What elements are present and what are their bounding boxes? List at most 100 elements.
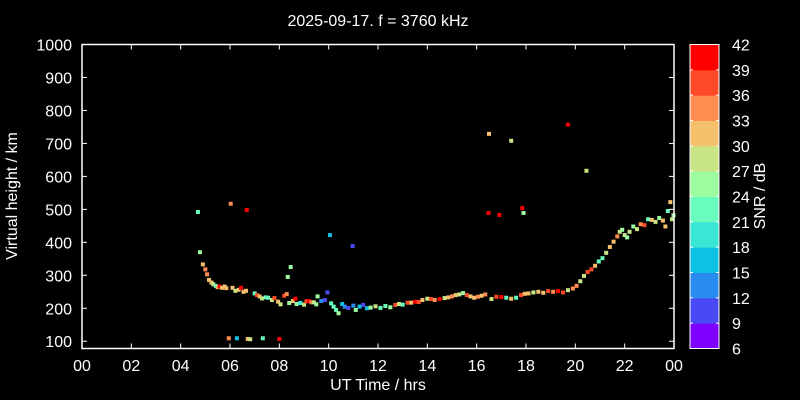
data-point — [224, 286, 229, 291]
data-point — [464, 293, 469, 298]
data-point — [284, 292, 289, 297]
data-point — [570, 286, 575, 291]
data-point — [611, 239, 616, 244]
data-point — [228, 201, 233, 206]
x-tick-label: 20 — [566, 358, 584, 375]
data-point — [400, 302, 405, 307]
x-tick-label: 00 — [665, 358, 683, 375]
x-tick-label: 18 — [517, 358, 535, 375]
data-point — [649, 217, 654, 222]
data-points — [195, 122, 676, 342]
data-point — [373, 304, 378, 309]
data-point — [509, 296, 514, 301]
colorbar-tick-label: 27 — [732, 164, 750, 181]
data-point — [211, 282, 216, 287]
data-point — [311, 300, 316, 305]
data-point — [357, 304, 362, 309]
colorbar-tick-label: 36 — [732, 88, 750, 105]
data-point — [207, 277, 212, 282]
data-point — [282, 293, 287, 298]
y-axis-label: Virtual height / km — [4, 132, 21, 260]
y-tick-label: 300 — [45, 268, 72, 285]
data-point — [234, 336, 239, 341]
data-point — [409, 300, 414, 305]
colorbar-tick-label: 30 — [732, 139, 750, 156]
data-point — [574, 283, 579, 288]
data-point — [565, 122, 570, 127]
plot-frame — [81, 43, 675, 350]
data-point — [653, 219, 658, 224]
data-point — [604, 250, 609, 255]
data-point — [429, 297, 434, 302]
colorbar-swatch — [690, 196, 719, 223]
x-tick-label: 04 — [172, 358, 190, 375]
data-point — [278, 302, 283, 307]
data-point — [486, 210, 491, 215]
data-point — [302, 302, 306, 307]
colorbar-swatch — [690, 272, 719, 299]
data-point — [551, 289, 556, 294]
data-point — [205, 272, 210, 277]
data-point — [472, 295, 477, 300]
data-point — [536, 289, 541, 294]
data-point — [331, 304, 336, 309]
data-point — [420, 298, 425, 303]
data-point — [546, 289, 551, 294]
data-point — [487, 131, 491, 136]
colorbar-tick-label: 21 — [732, 215, 750, 232]
data-point — [479, 293, 484, 298]
data-point — [200, 262, 205, 267]
data-point — [635, 227, 639, 232]
colorbar-swatch — [690, 221, 719, 248]
data-point — [197, 250, 202, 255]
data-point — [531, 290, 536, 295]
data-point — [248, 337, 253, 342]
colorbar-swatch — [690, 95, 719, 121]
y-tick-label: 800 — [45, 103, 72, 120]
colorbar-swatch — [690, 120, 719, 147]
data-point — [615, 234, 620, 239]
data-point — [475, 294, 480, 299]
data-point — [252, 291, 257, 296]
data-point — [509, 138, 514, 143]
x-axis-ticks: 00 02 04 06 08 10 12 14 16 18 20 22 00 — [73, 44, 683, 375]
data-point — [298, 300, 303, 305]
y-tick-label: 900 — [45, 70, 72, 87]
colorbar-tick-label: 12 — [732, 291, 750, 308]
x-axis-label: UT Time / hrs — [330, 377, 426, 394]
data-point — [483, 292, 488, 297]
data-point — [561, 290, 565, 295]
data-point — [217, 284, 222, 289]
colorbar-tick-label: 42 — [732, 38, 750, 55]
data-point — [416, 300, 421, 305]
data-point — [342, 304, 347, 309]
colorbar-tick-label: 18 — [732, 240, 750, 257]
y-tick-label: 200 — [45, 301, 72, 318]
data-point — [255, 293, 260, 298]
chart-title: 2025-09-17. f = 3760 kHz — [287, 13, 468, 30]
x-tick-label: 00 — [73, 358, 91, 375]
data-point — [244, 208, 249, 213]
colorbar-label: SNR / dB — [752, 163, 769, 230]
data-point — [461, 291, 466, 296]
data-point — [340, 301, 345, 306]
data-point — [596, 259, 601, 264]
data-point — [288, 265, 293, 270]
data-point — [521, 210, 526, 215]
data-point — [378, 305, 383, 310]
data-point — [584, 168, 589, 173]
data-point — [520, 206, 525, 211]
data-point — [617, 229, 622, 234]
data-point — [329, 301, 334, 306]
data-point — [353, 307, 358, 312]
data-point — [315, 294, 320, 299]
colorbar-swatch — [690, 171, 719, 197]
data-point — [665, 209, 670, 214]
data-point — [245, 336, 250, 341]
x-tick-label: 16 — [468, 358, 486, 375]
data-point — [294, 301, 299, 306]
data-point — [351, 303, 356, 308]
data-point — [620, 227, 625, 232]
x-tick-label: 10 — [320, 358, 338, 375]
